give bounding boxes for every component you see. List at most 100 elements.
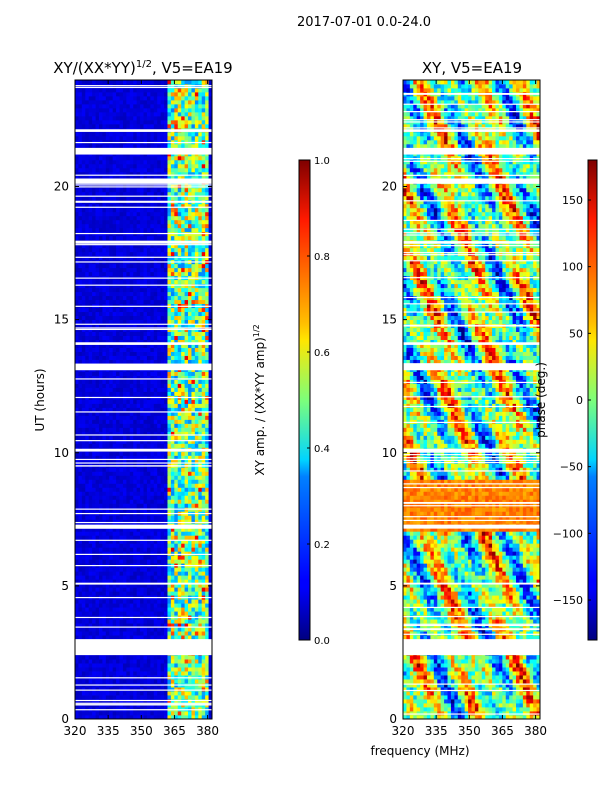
heatmap-cell bbox=[109, 391, 114, 396]
heatmap-cell bbox=[208, 347, 213, 352]
heatmap-cell bbox=[95, 319, 100, 325]
heatmap-cell bbox=[88, 663, 93, 668]
heatmap-cell bbox=[198, 223, 203, 229]
heatmap-cell bbox=[170, 227, 175, 233]
heatmap-cell bbox=[136, 663, 141, 668]
heatmap-cell bbox=[112, 579, 117, 584]
heatmap-cell bbox=[81, 431, 86, 436]
heatmap-cell bbox=[95, 635, 100, 640]
heatmap-cell bbox=[75, 711, 79, 716]
heatmap-cell bbox=[95, 631, 100, 636]
heatmap-cell bbox=[81, 295, 86, 301]
heatmap-cell bbox=[112, 271, 117, 277]
heatmap-cell bbox=[198, 443, 203, 448]
heatmap-cell bbox=[157, 655, 162, 660]
heatmap-cell bbox=[167, 455, 172, 460]
heatmap-cell bbox=[136, 503, 141, 508]
heatmap-cell bbox=[205, 555, 209, 560]
heatmap-cell bbox=[208, 655, 213, 660]
heatmap-cell bbox=[160, 379, 165, 384]
heatmap-cell bbox=[81, 619, 86, 624]
heatmap-cell bbox=[153, 679, 158, 684]
heatmap-cell bbox=[95, 223, 100, 229]
heatmap-cell bbox=[150, 227, 155, 233]
heatmap-cell bbox=[150, 655, 155, 660]
heatmap-cell bbox=[174, 603, 179, 608]
heatmap-cell bbox=[109, 223, 114, 229]
heatmap-cell bbox=[88, 419, 93, 424]
heatmap-cell bbox=[92, 219, 96, 225]
heatmap-cell bbox=[136, 515, 141, 520]
heatmap-cell bbox=[194, 255, 199, 261]
heatmap-cell bbox=[81, 575, 86, 580]
heatmap-cell bbox=[167, 267, 172, 273]
heatmap-cell bbox=[208, 323, 213, 329]
heatmap-cell bbox=[116, 283, 120, 289]
heatmap-cell bbox=[78, 671, 83, 676]
heatmap-cell bbox=[140, 611, 144, 616]
heatmap-cell bbox=[92, 627, 96, 632]
heatmap-cell bbox=[198, 591, 203, 596]
heatmap-cell bbox=[133, 223, 138, 229]
heatmap-cell bbox=[85, 255, 90, 261]
heatmap-cell bbox=[188, 407, 192, 412]
heatmap-cell bbox=[164, 323, 168, 329]
heatmap-cell bbox=[78, 307, 83, 313]
heatmap-cell bbox=[167, 515, 172, 520]
heatmap-cell bbox=[201, 411, 206, 416]
heatmap-cell bbox=[201, 603, 206, 608]
heatmap-cell bbox=[201, 323, 206, 329]
heatmap-cell bbox=[140, 311, 144, 317]
heatmap-cell bbox=[122, 375, 127, 380]
heatmap-cell bbox=[164, 387, 168, 392]
heatmap-cell bbox=[81, 543, 86, 548]
heatmap-cell bbox=[109, 243, 114, 249]
heatmap-cell bbox=[92, 567, 96, 572]
heatmap-cell bbox=[201, 491, 206, 496]
heatmap-cell bbox=[109, 667, 114, 672]
heatmap-cell bbox=[174, 267, 179, 273]
heatmap-cell bbox=[194, 655, 199, 660]
heatmap-cell bbox=[119, 483, 124, 488]
heatmap-cell bbox=[109, 567, 114, 572]
heatmap-cell bbox=[140, 515, 144, 520]
heatmap-cell bbox=[201, 679, 206, 684]
heatmap-cell bbox=[126, 295, 131, 301]
heatmap-cell bbox=[92, 679, 96, 684]
heatmap-cell bbox=[133, 715, 138, 720]
heatmap-cell bbox=[75, 411, 79, 416]
heatmap-cell bbox=[164, 219, 168, 225]
heatmap-cell bbox=[81, 271, 86, 277]
heatmap-cell bbox=[150, 527, 155, 532]
heatmap-cell bbox=[98, 311, 103, 317]
heatmap-cell bbox=[157, 483, 162, 488]
heatmap-cell bbox=[205, 375, 209, 380]
heatmap-cell bbox=[95, 515, 100, 520]
heatmap-cell bbox=[164, 343, 168, 348]
heatmap-cell bbox=[95, 295, 100, 301]
heatmap-cell bbox=[116, 319, 120, 325]
heatmap-cell bbox=[81, 359, 86, 364]
heatmap-cell bbox=[78, 527, 83, 532]
heatmap-cell bbox=[112, 443, 117, 448]
amplitude-ratio-panel: XY/(XX*YY)1/2, V5=EA19 320 335 350 365 38005… bbox=[33, 59, 233, 738]
heatmap-cell bbox=[184, 291, 189, 297]
heatmap-cell bbox=[184, 243, 189, 249]
heatmap-cell bbox=[105, 295, 110, 301]
heatmap-cell bbox=[98, 619, 103, 624]
heatmap-cell bbox=[194, 287, 199, 293]
heatmap-cell bbox=[164, 315, 168, 321]
heatmap-cell bbox=[208, 503, 213, 508]
heatmap-cell bbox=[136, 611, 141, 616]
heatmap-cell bbox=[126, 439, 131, 444]
heatmap-cell bbox=[105, 483, 110, 488]
heatmap-cell bbox=[177, 699, 182, 704]
heatmap-cell bbox=[119, 559, 124, 564]
heatmap-cell bbox=[136, 271, 141, 277]
heatmap-cell bbox=[170, 299, 175, 305]
heatmap-cell bbox=[75, 419, 79, 424]
heatmap-cell bbox=[188, 627, 192, 632]
heatmap-cell bbox=[153, 543, 158, 548]
heatmap-cell bbox=[122, 403, 127, 408]
heatmap-cell bbox=[105, 699, 110, 704]
